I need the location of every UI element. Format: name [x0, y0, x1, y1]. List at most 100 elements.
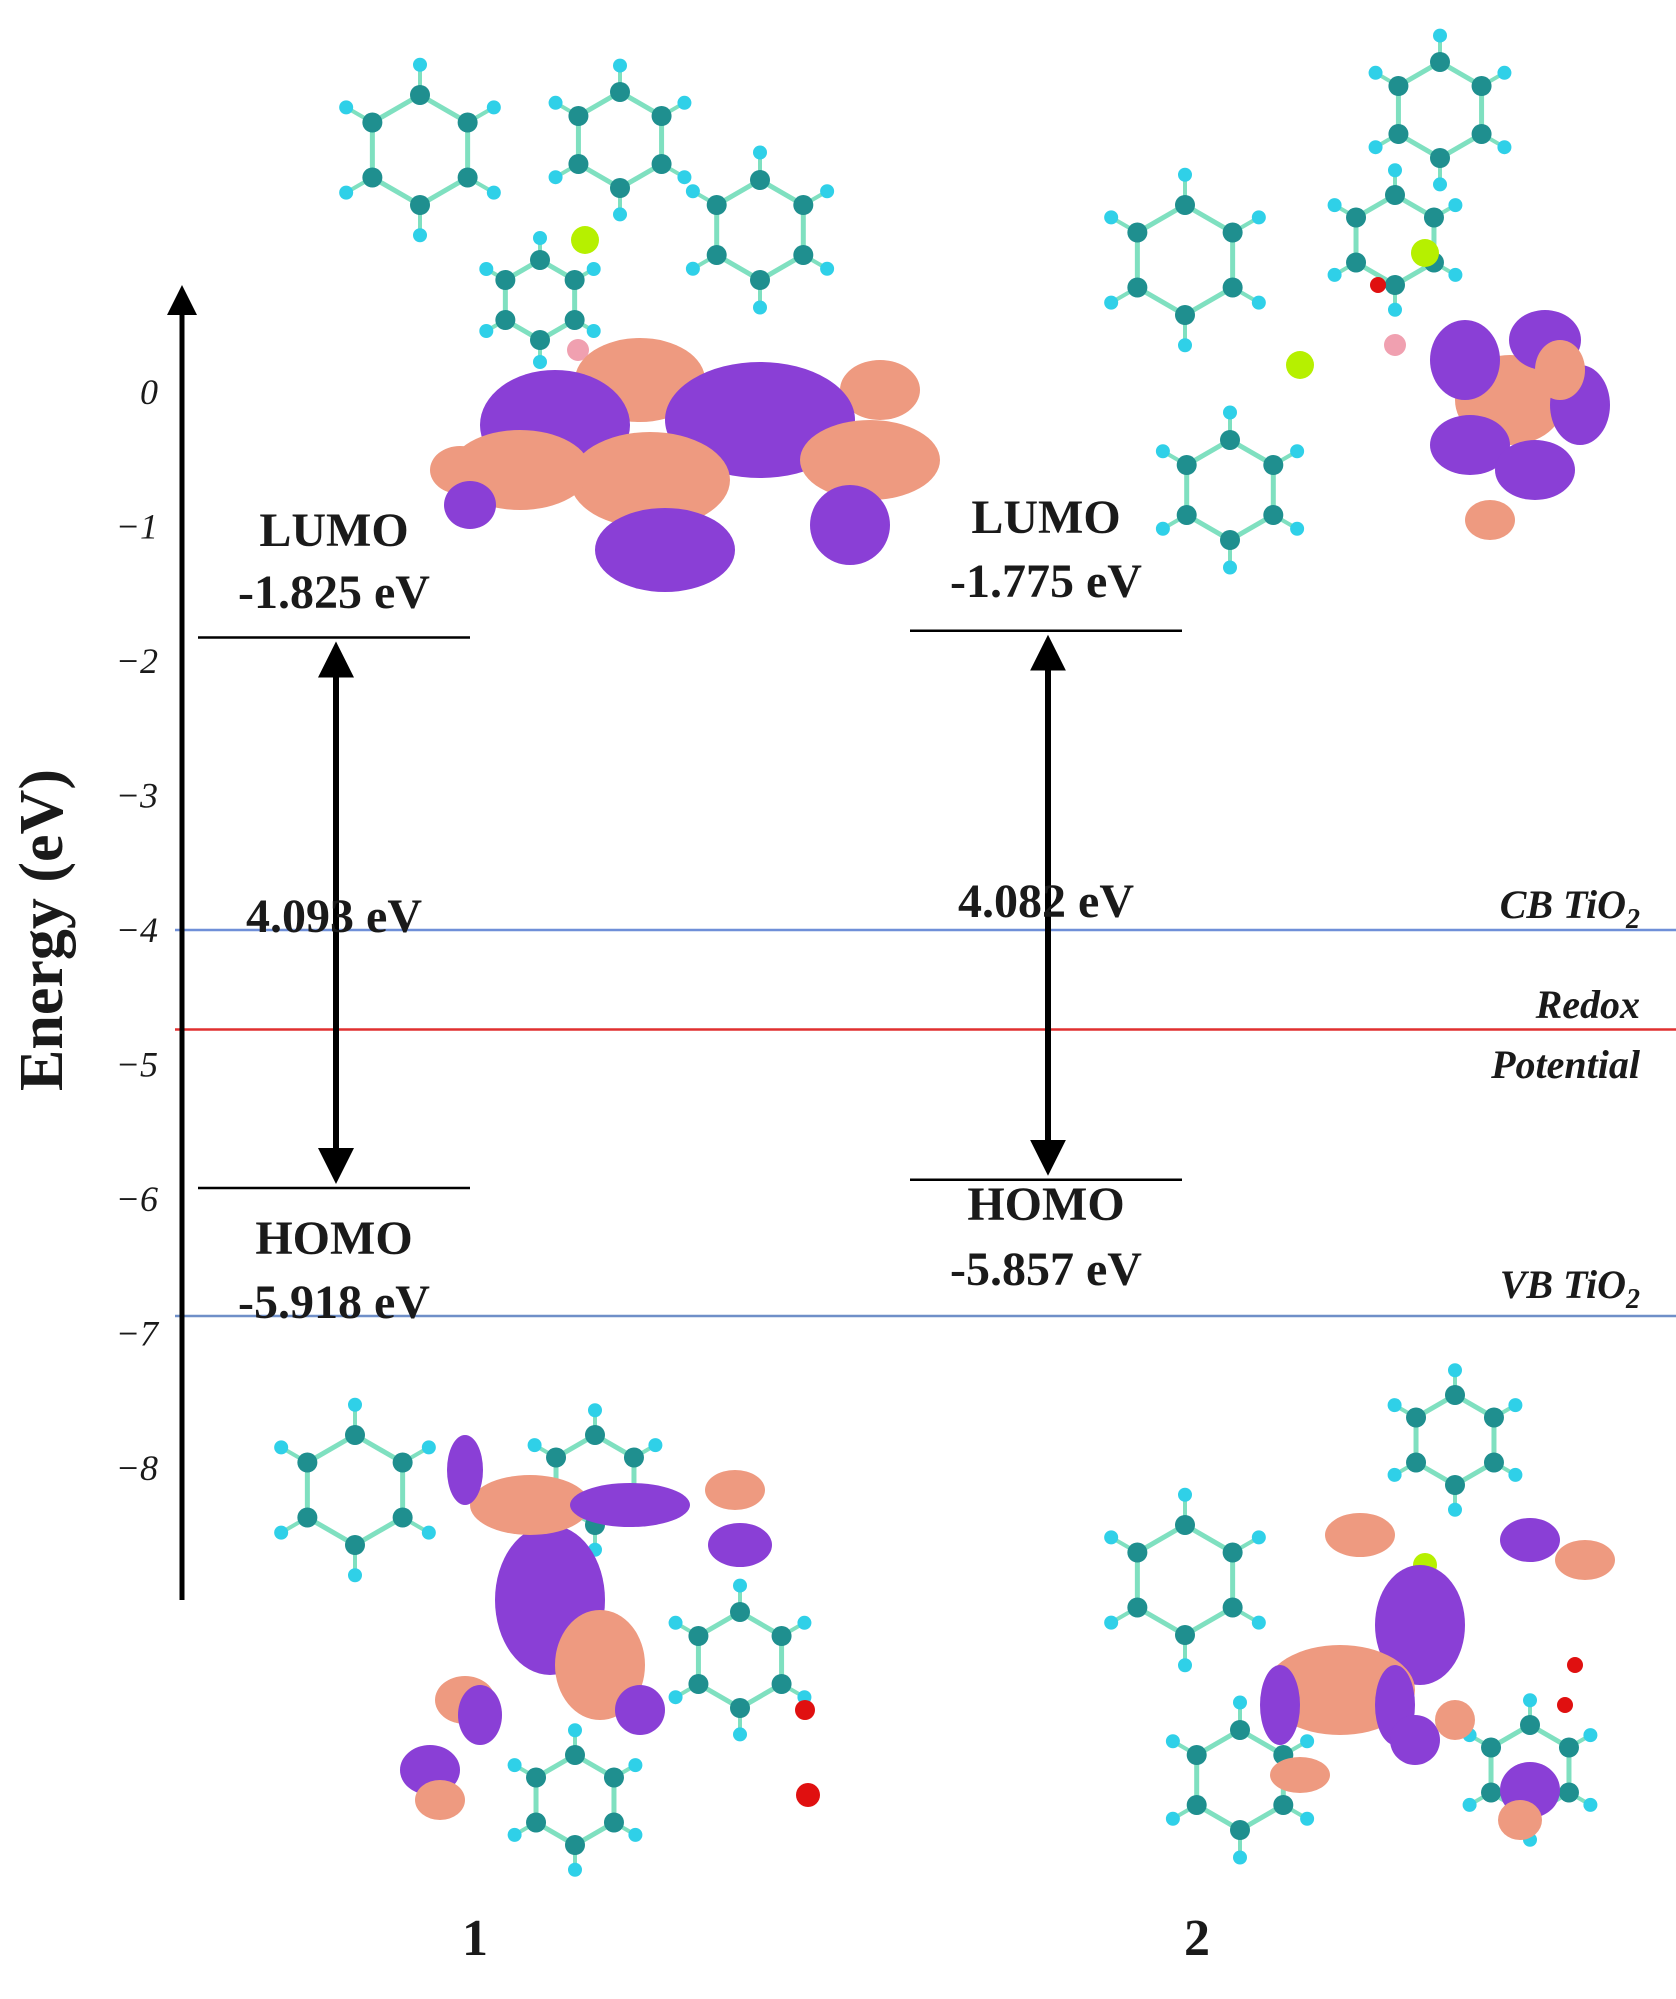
hydrogen-atom	[1448, 198, 1463, 213]
hydrogen-atom	[1165, 1734, 1180, 1749]
hydrogen-atom	[668, 1690, 683, 1705]
carbon-atom	[457, 112, 478, 133]
orbital-lobe-positive	[840, 360, 920, 420]
orbital-lobe-negative	[1260, 1665, 1300, 1745]
orbital-lobe-positive	[705, 1470, 765, 1510]
hydrogen-atom	[1290, 444, 1305, 459]
carbon-atom	[1471, 124, 1492, 144]
tick-label: −1	[116, 507, 158, 547]
hydrogen-atom	[1387, 1398, 1402, 1413]
carbon-atom	[392, 1507, 413, 1528]
carbon-atom	[297, 1507, 318, 1528]
hydrogen-atom	[274, 1440, 289, 1455]
tick-label: −5	[116, 1045, 158, 1085]
hydrogen-atom	[677, 170, 692, 185]
carbon-atom	[1222, 1542, 1243, 1563]
cb-tio2-label: CB TiO2	[1500, 882, 1640, 935]
hydrogen-atom	[820, 184, 835, 199]
phosphorus-atom	[1411, 239, 1439, 267]
carbon-atom	[1483, 1407, 1504, 1428]
orbital-lobe-negative	[1430, 320, 1500, 400]
orbital-lobe-negative	[595, 508, 735, 592]
hydrogen-atom	[1433, 177, 1447, 192]
carbon-atom	[610, 82, 630, 102]
hydrogen-atom	[1300, 1811, 1315, 1826]
orbital-lobe-negative	[1430, 415, 1510, 475]
hydrogen-atom	[1523, 1693, 1537, 1708]
homo-label: HOMO	[967, 1178, 1124, 1231]
carbon-atom	[706, 195, 727, 215]
hydrogen-atom	[1462, 1797, 1477, 1812]
carbon-atom	[1430, 148, 1450, 168]
carbon-atom	[564, 270, 585, 290]
energy-axis: 0 −1 −2 −3 −4 −5 −6 −7 −8 Energy (eV)	[8, 285, 197, 1600]
orbital-lobe-positive	[1535, 340, 1585, 400]
orbital-lobe-negative	[1390, 1715, 1440, 1765]
tick-label: −4	[116, 910, 158, 950]
hydrogen-atom	[1368, 65, 1383, 80]
hydrogen-atom	[1448, 267, 1463, 282]
carbon-atom	[1222, 277, 1243, 298]
hydrogen-atom	[613, 58, 627, 73]
oxygen-atom	[796, 1783, 820, 1807]
carbon-atom	[1230, 1720, 1250, 1740]
tick-label: −8	[116, 1448, 158, 1488]
hydrogen-atom	[820, 261, 835, 276]
phosphorus-atom	[1286, 351, 1314, 379]
carbon-atom	[1127, 1542, 1148, 1563]
homo-label: HOMO	[255, 1212, 412, 1265]
carbon-atom	[688, 1626, 709, 1646]
carbon-atom	[1388, 76, 1409, 96]
orbital-lobe-negative	[708, 1523, 772, 1567]
molecule-illustrations	[274, 28, 1615, 1877]
hydrogen-atom	[648, 1438, 663, 1453]
hydrogen-atom	[339, 185, 354, 200]
carbon-atom	[1558, 1782, 1579, 1803]
hydrogen-atom	[1508, 1467, 1523, 1482]
carbon-atom	[706, 245, 727, 265]
reference-lines	[175, 928, 1676, 1318]
carbon-atom	[565, 1835, 585, 1855]
carbon-atom	[1175, 195, 1195, 215]
carbon-atom	[495, 270, 516, 290]
orbital-lobe-negative	[447, 1435, 483, 1505]
carbon-atom	[1186, 1795, 1207, 1815]
carbon-atom	[1222, 1597, 1243, 1618]
orbital-lobe-negative	[1500, 1518, 1560, 1562]
orbital-lobe-positive	[800, 420, 940, 500]
carbon-atom	[392, 1452, 413, 1473]
hydrogen-atom	[1583, 1728, 1598, 1743]
hydrogen-atom	[1223, 560, 1237, 575]
hydrogen-atom	[628, 1758, 643, 1773]
hydrogen-atom	[1251, 1530, 1266, 1545]
carbon-atom	[1273, 1795, 1294, 1815]
hydrogen-atom	[339, 100, 354, 115]
carbon-atom	[1445, 1385, 1465, 1405]
orbital-lobe-positive	[570, 432, 730, 528]
hydrogen-atom	[413, 57, 427, 72]
axis-tick-labels: 0 −1 −2 −3 −4 −5 −6 −7 −8	[116, 372, 160, 1488]
carbon-atom	[1423, 207, 1444, 228]
carbon-atom	[1220, 530, 1240, 550]
carbon-atom	[530, 250, 550, 270]
carbon-atom	[345, 1425, 365, 1445]
carbon-atom	[297, 1452, 318, 1473]
carbon-atom	[568, 154, 589, 174]
carbon-atom	[565, 1745, 585, 1765]
carbon-atom	[1127, 1597, 1148, 1618]
hydrogen-atom	[1497, 140, 1512, 155]
lumo-energy-value: -1.775 eV	[950, 555, 1142, 608]
hydrogen-atom	[685, 261, 700, 276]
redox-potential-label: Potential	[1490, 1042, 1641, 1087]
carbon-atom	[410, 85, 430, 105]
carbon-atom	[1385, 275, 1405, 295]
orbital-lobe-negative	[1495, 440, 1575, 500]
carbon-atom	[1481, 1737, 1502, 1758]
carbon-atom	[1230, 1820, 1250, 1840]
hydrogen-atom	[1327, 267, 1342, 282]
carbon-atom	[1346, 207, 1367, 228]
hydrogen-atom	[677, 95, 692, 110]
carbon-atom	[688, 1674, 709, 1694]
redox-label: Redox	[1535, 982, 1640, 1027]
